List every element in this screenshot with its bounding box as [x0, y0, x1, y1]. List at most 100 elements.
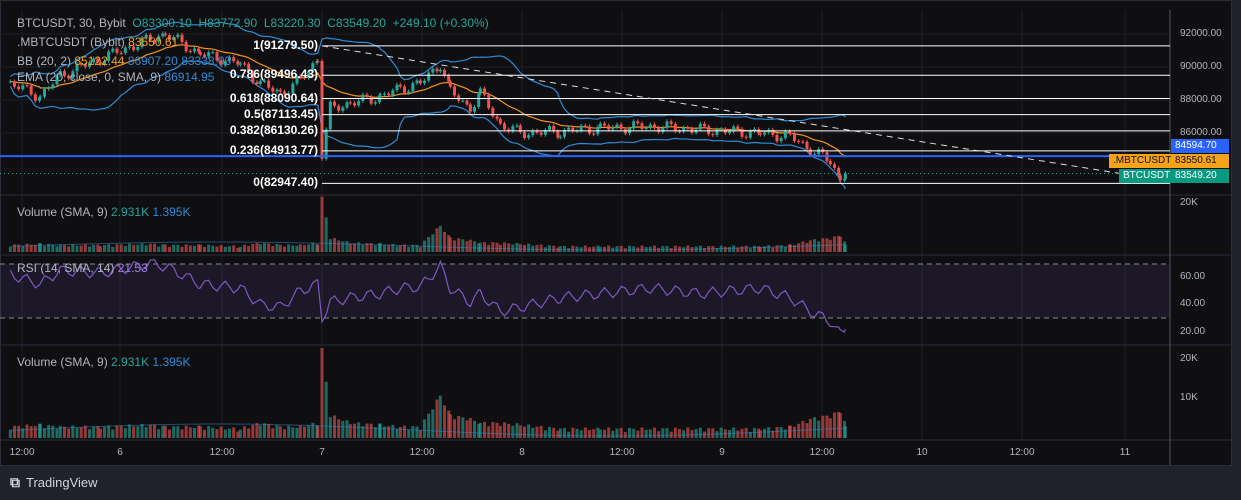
volume2-bar: [623, 432, 627, 438]
candle-body: [333, 101, 336, 106]
volume2-bar: [203, 429, 206, 438]
volume-bar: [324, 217, 328, 252]
volume2-bar: [316, 426, 320, 438]
fib-label: 0.5(87113.45): [243, 106, 318, 121]
symbol-label[interactable]: BTCUSDT, 30, Bybit: [17, 16, 126, 30]
candle-body: [140, 37, 144, 47]
volume2-bar: [438, 395, 442, 438]
volume-bar: [92, 244, 96, 252]
volume2-legend[interactable]: Volume (SMA, 9) 2.931K 1.395K: [17, 355, 190, 369]
candle-body: [477, 93, 481, 107]
volume-bar: [98, 246, 102, 252]
candle-body: [369, 97, 373, 104]
volume2-bar: [58, 425, 62, 438]
volume-bar: [197, 244, 201, 252]
volume-bar: [255, 242, 259, 252]
candle-body: [732, 126, 736, 132]
candle-body: [507, 129, 511, 132]
candle-body: [583, 125, 587, 127]
candle-body: [295, 76, 299, 84]
compare-name-tag: .MBTCUSDT: [1109, 154, 1176, 168]
volume-bar: [295, 245, 299, 252]
volume-bar: [107, 244, 111, 252]
volume-bar: [283, 246, 286, 252]
volume2-bar: [193, 428, 196, 438]
bb-legend[interactable]: BB (20, 2) 85122.44 86907.20 83338.03: [17, 54, 231, 68]
candle-body: [96, 58, 100, 62]
volume2-bar: [628, 427, 631, 438]
candle-body: [43, 88, 46, 97]
ema-legend[interactable]: EMA (20, close, 0, SMA, 9) 86914.95: [17, 70, 214, 84]
volume2-bar: [558, 428, 562, 438]
volume-bar: [33, 244, 37, 252]
volume-bar: [523, 244, 526, 252]
time-axis-label: 6: [117, 447, 123, 458]
volume-bar: [291, 245, 295, 252]
volume2-bar: [694, 429, 698, 438]
candle-body: [387, 93, 391, 96]
volume-bar: [805, 242, 809, 252]
rsi-legend[interactable]: RSI (14, SMA, 14) 21.53: [17, 261, 148, 275]
volume2-bar: [495, 422, 499, 438]
volume-bar: [353, 243, 356, 252]
candle-body: [640, 123, 644, 129]
candle-body: [157, 36, 161, 42]
volume2-bar: [403, 425, 406, 438]
candle-body: [232, 57, 236, 62]
volume-bar: [435, 228, 439, 252]
candle-body: [447, 75, 451, 82]
volume-bar: [478, 242, 482, 252]
candle-body: [758, 133, 762, 135]
candle-body: [539, 132, 543, 135]
volume-bar: [215, 246, 219, 252]
volume2-bar: [172, 426, 176, 438]
volume2-label: Volume (SMA, 9): [17, 355, 108, 369]
volume2-bar: [71, 425, 75, 438]
candle-body: [808, 149, 812, 156]
volume-bar: [465, 241, 469, 252]
compare-legend[interactable]: .MBTCUSDT (Bybit) 83550.61: [17, 35, 178, 49]
volume-bar: [153, 243, 156, 252]
volume2-bar: [431, 409, 435, 438]
volume2-bar: [648, 429, 652, 438]
volume2-bar: [107, 425, 111, 438]
rsi-axis-label: 40.00: [1180, 298, 1206, 309]
volume-bar: [79, 245, 83, 252]
volume2-bar: [176, 426, 180, 438]
volume2-bar: [232, 427, 236, 438]
volume2-bar: [611, 430, 615, 438]
time-axis-label: 12:00: [1009, 447, 1035, 458]
volume2-bar: [115, 425, 119, 438]
volume2-bar: [184, 425, 188, 438]
volume-sma-line: [10, 241, 846, 251]
volume-bar: [632, 246, 636, 252]
tradingview-logo[interactable]: ⧉ TradingView: [10, 474, 98, 491]
rsi-axis-label: 20.00: [1180, 326, 1206, 337]
volume2-bar: [136, 426, 140, 438]
candle-body: [607, 125, 611, 130]
volume-bar: [843, 244, 847, 252]
volume2-bar: [665, 428, 669, 438]
volume2-bar: [320, 347, 324, 438]
volume2-bar: [88, 429, 91, 438]
candle-body: [303, 77, 306, 79]
volume2-bar: [507, 423, 511, 438]
volume2-bar: [619, 427, 623, 438]
volume-bar: [43, 246, 46, 252]
volume2-bar: [243, 426, 246, 438]
candle-body: [801, 141, 805, 143]
volume2-bar: [838, 413, 842, 438]
volume2-bar: [387, 426, 391, 438]
candle-body: [71, 71, 75, 79]
volume-legend[interactable]: Volume (SMA, 9) 2.931K 1.395K: [17, 205, 190, 219]
candle-body: [833, 164, 836, 168]
candle-body: [119, 52, 123, 54]
volume-bar: [473, 241, 476, 252]
volume2-bar: [258, 425, 262, 438]
volume2-bar: [398, 427, 402, 438]
candle-body: [503, 123, 506, 130]
candle-body: [531, 130, 535, 136]
volume2-bar: [128, 424, 131, 438]
volume-bar: [415, 244, 419, 252]
